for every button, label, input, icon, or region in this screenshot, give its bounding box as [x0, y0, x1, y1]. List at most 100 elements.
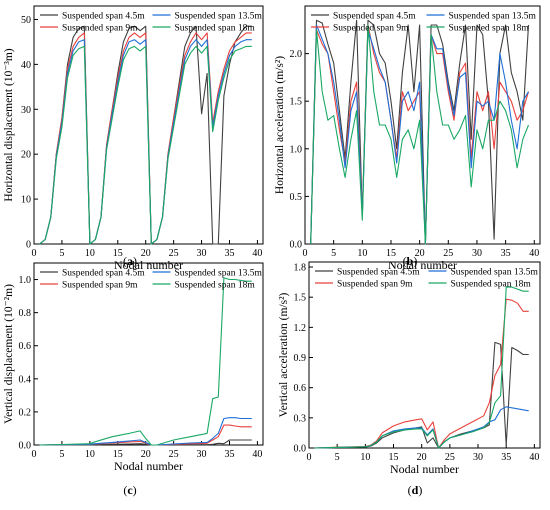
- y-axis-label: Vertical displacement (10⁻²m): [3, 284, 15, 424]
- legend-label: Suspended span 13.5m: [451, 268, 539, 278]
- y-tick-label: 1.8: [294, 263, 307, 274]
- y-tick-label: 0.6: [294, 383, 307, 394]
- panel-label: (d): [408, 483, 423, 497]
- series-line: [310, 24, 529, 245]
- x-tick-label: 15: [386, 248, 396, 259]
- x-tick-label: 30: [197, 248, 207, 259]
- y-tick-label: 0.2: [19, 407, 32, 418]
- legend-label: Suspended span 13.5m: [175, 269, 263, 279]
- y-tick-label: 1.5: [290, 97, 303, 108]
- y-tick-label: 0: [26, 240, 31, 251]
- x-tick-label: 35: [501, 452, 511, 463]
- series-line: [310, 19, 530, 245]
- y-axis-label: Horizontal displacement (10⁻³m): [3, 48, 15, 201]
- x-tick-label: 0: [303, 248, 308, 259]
- x-tick-label: 25: [445, 452, 455, 463]
- x-tick-label: 0: [307, 452, 312, 463]
- x-tick-label: 20: [141, 449, 151, 460]
- series-line: [39, 39, 252, 245]
- legend-label: Suspended span 13.5m: [449, 12, 537, 22]
- y-tick-label: 1.2: [294, 323, 307, 334]
- x-tick-label: 25: [169, 248, 179, 259]
- y-tick-label: 0.8: [19, 308, 32, 319]
- y-tick-label: 0.0: [19, 441, 32, 452]
- x-tick-label: 40: [529, 248, 539, 259]
- x-tick-label: 35: [224, 248, 234, 259]
- y-tick-label: 0.3: [294, 413, 307, 424]
- x-tick-label: 35: [501, 248, 511, 259]
- y-tick-label: 1.5: [294, 293, 307, 304]
- y-tick-label: 10: [21, 195, 31, 206]
- chart-panel-3: 0 5 10 15 20 25 30 35 40 0.0 0.2 0.4 0.6 0.8 1.0 Nodal …: [3, 262, 264, 497]
- x-tick-label: 10: [357, 248, 367, 259]
- x-tick-label: 30: [472, 248, 482, 259]
- plot-frame: [308, 261, 541, 449]
- x-axis-label: Nodal number: [114, 258, 183, 272]
- x-tick-label: 15: [113, 449, 123, 460]
- legend-label: Suspended span 4.5m: [333, 12, 416, 22]
- y-tick-label: 0.5: [290, 192, 303, 203]
- x-tick-label: 20: [141, 248, 151, 259]
- legend-label: Suspended span 4.5m: [62, 269, 145, 279]
- legend-label: Suspended span 9m: [333, 24, 409, 34]
- x-tick-label: 5: [59, 449, 64, 460]
- series-line: [314, 341, 529, 449]
- x-tick-label: 30: [473, 452, 483, 463]
- y-axis-label: Horizontal acceleration (m/s²): [274, 56, 286, 194]
- x-tick-label: 25: [443, 248, 453, 259]
- legend-label: Suspended span 18m: [175, 281, 256, 291]
- plot-frame: [33, 5, 264, 245]
- legend-label: Suspended span 18m: [449, 24, 530, 34]
- series-line: [39, 25, 252, 245]
- y-tick-label: 0.4: [19, 374, 32, 385]
- y-tick-label: 20: [21, 150, 31, 161]
- x-tick-label: 15: [389, 452, 399, 463]
- series-line: [314, 298, 529, 449]
- legend-label: Suspended span 18m: [175, 24, 256, 34]
- y-tick-label: 1.0: [19, 275, 32, 286]
- y-tick-label: 0.6: [19, 341, 32, 352]
- legend-label: Suspended span 4.5m: [337, 268, 420, 278]
- x-axis-label: Nodal number: [114, 459, 183, 473]
- panel-label: (c): [123, 483, 136, 497]
- legend-label: Suspended span 9m: [62, 281, 138, 291]
- series-line: [39, 417, 252, 446]
- x-tick-label: 40: [529, 452, 539, 463]
- legend-label: Suspended span 9m: [62, 24, 138, 34]
- series-line: [39, 32, 252, 245]
- series-line: [39, 45, 252, 245]
- y-tick-label: 0.0: [294, 444, 307, 455]
- series-line: [39, 277, 252, 446]
- x-tick-label: 10: [85, 248, 95, 259]
- legend-label: Suspended span 13.5m: [175, 12, 263, 22]
- y-tick-label: 30: [21, 105, 31, 116]
- x-tick-label: 5: [331, 248, 336, 259]
- x-tick-label: 5: [335, 452, 340, 463]
- legend-label: Suspended span 9m: [337, 280, 413, 290]
- y-tick-label: 1.0: [290, 144, 303, 155]
- y-tick-label: 50: [21, 15, 31, 26]
- y-axis-label: Vertical acceleration (m/s²): [278, 292, 290, 417]
- x-tick-label: 15: [113, 248, 123, 259]
- y-tick-label: 0.9: [294, 353, 307, 364]
- plot-frame: [304, 5, 541, 245]
- y-tick-label: 0.0: [290, 240, 303, 251]
- legend-label: Suspended span 18m: [451, 280, 532, 290]
- x-tick-label: 25: [169, 449, 179, 460]
- x-tick-label: 10: [85, 449, 95, 460]
- series-line: [314, 286, 529, 449]
- x-tick-label: 0: [32, 248, 37, 259]
- panel-label: (b): [403, 254, 418, 268]
- x-tick-label: 30: [197, 449, 207, 460]
- x-tick-label: 0: [32, 449, 37, 460]
- series-line: [310, 24, 530, 245]
- panel-label: (a): [123, 254, 137, 268]
- legend-label: Suspended span 4.5m: [62, 12, 145, 22]
- x-tick-label: 10: [360, 452, 370, 463]
- x-tick-label: 35: [224, 449, 234, 460]
- x-tick-label: 40: [252, 449, 262, 460]
- x-axis-label: Nodal number: [390, 462, 459, 476]
- x-tick-label: 20: [417, 452, 427, 463]
